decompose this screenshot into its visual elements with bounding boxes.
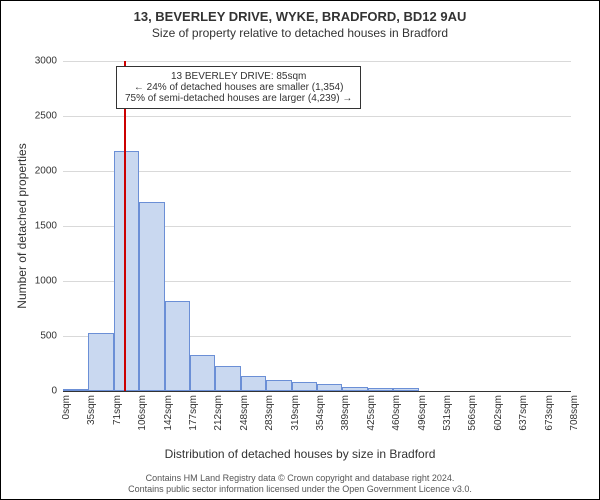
x-tick-label: 602sqm — [493, 395, 504, 431]
histogram-bar — [292, 382, 317, 391]
page-subtitle: Size of property relative to detached ho… — [1, 24, 599, 40]
histogram-bar — [165, 301, 190, 391]
x-tick-label: 142sqm — [163, 395, 174, 431]
page-title: 13, BEVERLEY DRIVE, WYKE, BRADFORD, BD12… — [1, 1, 599, 24]
footer-credits: Contains HM Land Registry data © Crown c… — [1, 473, 599, 496]
histogram-bar — [190, 355, 215, 391]
x-tick-label: 177sqm — [188, 395, 199, 431]
histogram-bar — [368, 388, 393, 391]
x-tick-label: 248sqm — [239, 395, 250, 431]
x-tick-label: 389sqm — [340, 395, 351, 431]
y-tick-label: 1000 — [35, 276, 63, 287]
x-tick-label: 637sqm — [518, 395, 529, 431]
x-tick-label: 35sqm — [86, 395, 97, 425]
x-tick-label: 0sqm — [61, 395, 72, 419]
y-tick-label: 2000 — [35, 166, 63, 177]
bars-layer — [63, 61, 571, 391]
y-tick-label: 1500 — [35, 221, 63, 232]
annotation-line: 75% of semi-detached houses are larger (… — [125, 93, 352, 104]
annotation-line: ← 24% of detached houses are smaller (1,… — [125, 82, 352, 93]
y-axis-label: Number of detached properties — [15, 143, 29, 308]
footer-line: Contains public sector information licen… — [1, 484, 599, 495]
histogram-bar — [63, 389, 88, 391]
x-axis-label: Distribution of detached houses by size … — [1, 447, 599, 461]
histogram-bar — [88, 333, 113, 391]
annotation-line: 13 BEVERLEY DRIVE: 85sqm — [125, 71, 352, 82]
x-tick-label: 71sqm — [112, 395, 123, 425]
histogram-bar — [139, 202, 164, 391]
histogram-bar — [317, 384, 342, 391]
x-tick-label: 496sqm — [417, 395, 428, 431]
x-tick-label: 283sqm — [264, 395, 275, 431]
histogram-bar — [342, 387, 367, 391]
x-tick-label: 212sqm — [213, 395, 224, 431]
x-tick-label: 673sqm — [544, 395, 555, 431]
gridline — [63, 391, 571, 392]
y-tick-label: 500 — [40, 331, 63, 342]
plot-area: 0500100015002000250030000sqm35sqm71sqm10… — [63, 61, 571, 391]
x-tick-label: 425sqm — [366, 395, 377, 431]
histogram-bar — [215, 366, 240, 391]
y-tick-label: 2500 — [35, 111, 63, 122]
y-tick-label: 3000 — [35, 56, 63, 67]
histogram-bar — [114, 151, 139, 391]
figure-container: 13, BEVERLEY DRIVE, WYKE, BRADFORD, BD12… — [0, 0, 600, 500]
x-tick-label: 460sqm — [391, 395, 402, 431]
histogram-bar — [266, 380, 291, 391]
histogram-bar — [241, 376, 266, 391]
x-tick-label: 531sqm — [442, 395, 453, 431]
x-tick-label: 566sqm — [467, 395, 478, 431]
x-tick-label: 106sqm — [137, 395, 148, 431]
x-tick-label: 708sqm — [569, 395, 580, 431]
x-tick-label: 354sqm — [315, 395, 326, 431]
footer-line: Contains HM Land Registry data © Crown c… — [1, 473, 599, 484]
property-marker-line — [124, 61, 126, 391]
annotation-box: 13 BEVERLEY DRIVE: 85sqm ← 24% of detach… — [116, 66, 361, 109]
x-tick-label: 319sqm — [290, 395, 301, 431]
histogram-bar — [393, 388, 418, 391]
